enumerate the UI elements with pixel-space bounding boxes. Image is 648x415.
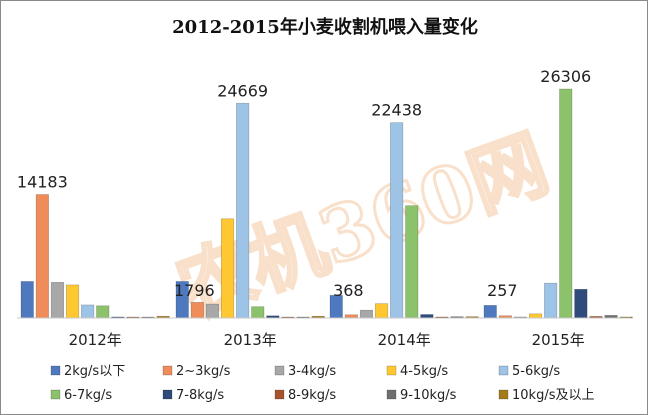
category-label: 2014年 — [378, 331, 431, 349]
bar-3-6 — [575, 289, 588, 318]
legend-swatch — [387, 390, 396, 399]
legend-swatch — [275, 390, 284, 399]
data-label: 24669 — [217, 81, 268, 100]
data-label: 257 — [487, 281, 518, 300]
bar-3-3 — [529, 314, 542, 318]
bar-1-4 — [236, 103, 249, 318]
data-label: 368 — [333, 281, 364, 300]
bar-1-2 — [206, 304, 219, 318]
bar-1-3 — [221, 219, 234, 318]
bar-3-4 — [544, 283, 557, 318]
bar-2-2 — [360, 310, 373, 318]
bar-0-0 — [21, 281, 34, 318]
bar-2-3 — [375, 304, 388, 318]
legend: 2kg/s以下 2~3kg/s 3-4kg/s 4-5kg/s 5-6kg/s 6-7kg… — [51, 364, 594, 403]
legend-swatch — [387, 366, 396, 375]
bar-0-2 — [51, 282, 64, 318]
bar-0-3 — [66, 285, 79, 318]
legend-swatch — [499, 366, 508, 375]
legend-swatch — [51, 390, 60, 399]
legend-label: 7-8kg/s — [176, 388, 224, 403]
bar-0-5 — [97, 306, 110, 318]
legend-swatch — [499, 390, 508, 399]
bar-3-0 — [484, 305, 497, 318]
category-label: 2013年 — [224, 331, 277, 349]
legend-swatch — [163, 390, 172, 399]
bar-3-5 — [560, 89, 573, 318]
legend-swatch — [275, 366, 284, 375]
category-labels: 2012年 2013年 2014年 2015年 — [69, 331, 585, 349]
bar-0-1 — [36, 195, 49, 318]
category-label: 2012年 — [69, 331, 122, 349]
legend-swatch — [51, 366, 60, 375]
legend-label: 8-9kg/s — [288, 388, 336, 403]
legend-label: 10kg/s及以上 — [512, 388, 594, 403]
legend-swatch — [163, 366, 172, 375]
data-label: 14183 — [17, 173, 68, 192]
bar-0-4 — [81, 305, 94, 318]
data-label: 26306 — [540, 67, 591, 86]
category-label: 2015年 — [532, 331, 585, 349]
legend-label: 6-7kg/s — [64, 388, 112, 403]
data-label: 22438 — [371, 101, 422, 120]
legend-label: 4-5kg/s — [400, 364, 448, 379]
bar-2-5 — [406, 206, 419, 318]
bar-2-4 — [390, 123, 403, 318]
legend-label: 5-6kg/s — [512, 364, 560, 379]
bar-1-5 — [252, 307, 265, 318]
legend-label: 3-4kg/s — [288, 364, 336, 379]
chart-title: 2012-2015年小麦收割机喂入量变化 — [172, 16, 478, 38]
legend-label: 2~3kg/s — [176, 364, 231, 379]
legend-label: 2kg/s以下 — [64, 364, 125, 379]
legend-label: 9-10kg/s — [400, 388, 457, 403]
bar-2-6 — [421, 315, 434, 318]
bar-1-1 — [191, 302, 204, 318]
data-label: 1796 — [174, 281, 215, 300]
